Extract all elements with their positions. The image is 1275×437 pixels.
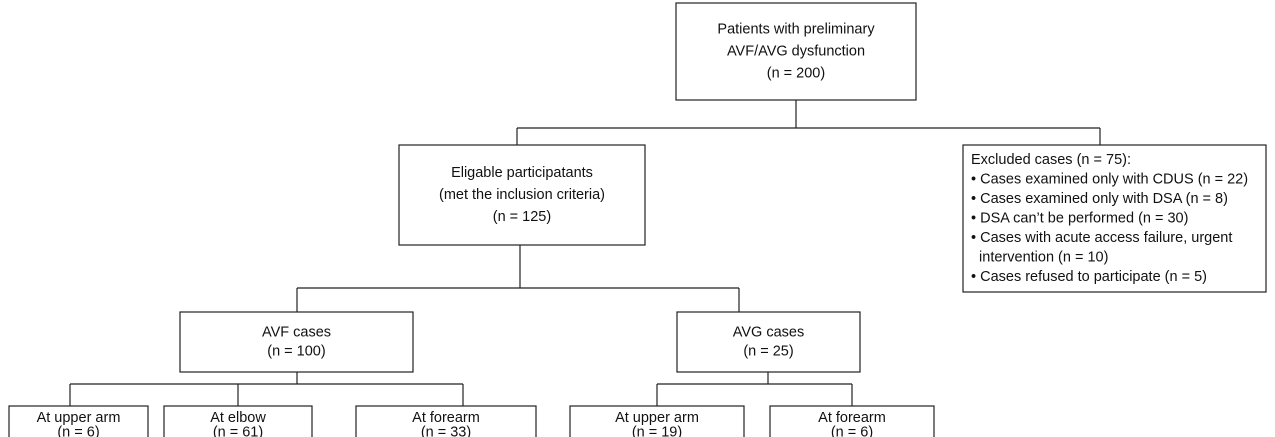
node-label: At forearm [818, 410, 886, 426]
node-label: (n = 33) [421, 424, 471, 437]
node: Excluded cases (n = 75): • Cases examined… [962, 144, 1267, 293]
node-label: At upper arm [37, 410, 121, 426]
node-label: AVF cases [262, 324, 331, 340]
node-label: Excluded cases (n = 75): [971, 152, 1131, 168]
node: AVG cases (n = 25) [676, 311, 861, 373]
node-label: (n = 6) [57, 424, 99, 437]
node-label: At forearm [412, 410, 480, 426]
node-label: (n = 200) [767, 65, 825, 81]
node-box [179, 311, 414, 373]
node-label: (n = 6) [831, 424, 873, 437]
node-label: (met the inclusion criteria) [439, 187, 605, 203]
node-box [962, 144, 1267, 293]
node: At upper arm(n = 6) [8, 405, 149, 437]
node-label: • Cases refused to participate (n = 5) [971, 269, 1207, 285]
node-label: At elbow [210, 410, 266, 426]
node: At forearm(n = 33) [355, 405, 537, 437]
connector [69, 372, 464, 406]
node: At elbow(n = 61) [163, 405, 313, 437]
node-box [8, 405, 149, 437]
node: AVF cases (n = 100) [179, 311, 414, 373]
node: Eligable participatants (met the inclusio… [398, 144, 646, 246]
node-label: • Cases examined only with CDUS (n = 22) [971, 171, 1248, 187]
node-label: AVF/AVG dysfunction [727, 43, 865, 59]
node-label: intervention (n = 10) [971, 249, 1108, 265]
node-box [355, 405, 537, 437]
node-label: (n = 100) [267, 343, 325, 359]
connectors [69, 100, 1101, 406]
node-label: AVG cases [733, 324, 804, 340]
node-box [769, 405, 935, 437]
node-label: • Cases examined only with DSA (n = 8) [971, 191, 1228, 207]
node-box [569, 405, 745, 437]
node-label: (n = 19) [632, 424, 682, 437]
node-label: At upper arm [615, 410, 699, 426]
node-box [163, 405, 313, 437]
connector [516, 100, 1101, 145]
node-label: • DSA can’t be performed (n = 30) [971, 210, 1188, 226]
node-box [675, 2, 917, 101]
node-label: Patients with preliminary [717, 21, 875, 37]
node-label: Eligable participatants [451, 165, 593, 181]
node-label: • Cases with acute access failure, urgen… [971, 230, 1232, 246]
node-label: (n = 125) [493, 209, 551, 225]
node: At upper arm(n = 19) [569, 405, 745, 437]
node-label: (n = 25) [743, 343, 793, 359]
node-label: (n = 61) [213, 424, 263, 437]
connector [656, 372, 853, 406]
node-box [676, 311, 861, 373]
node: Patients with preliminary AVF/AVG dysfunc… [675, 2, 917, 101]
node-box [398, 144, 646, 246]
node: At forearm(n = 6) [769, 405, 935, 437]
connector [296, 245, 740, 312]
